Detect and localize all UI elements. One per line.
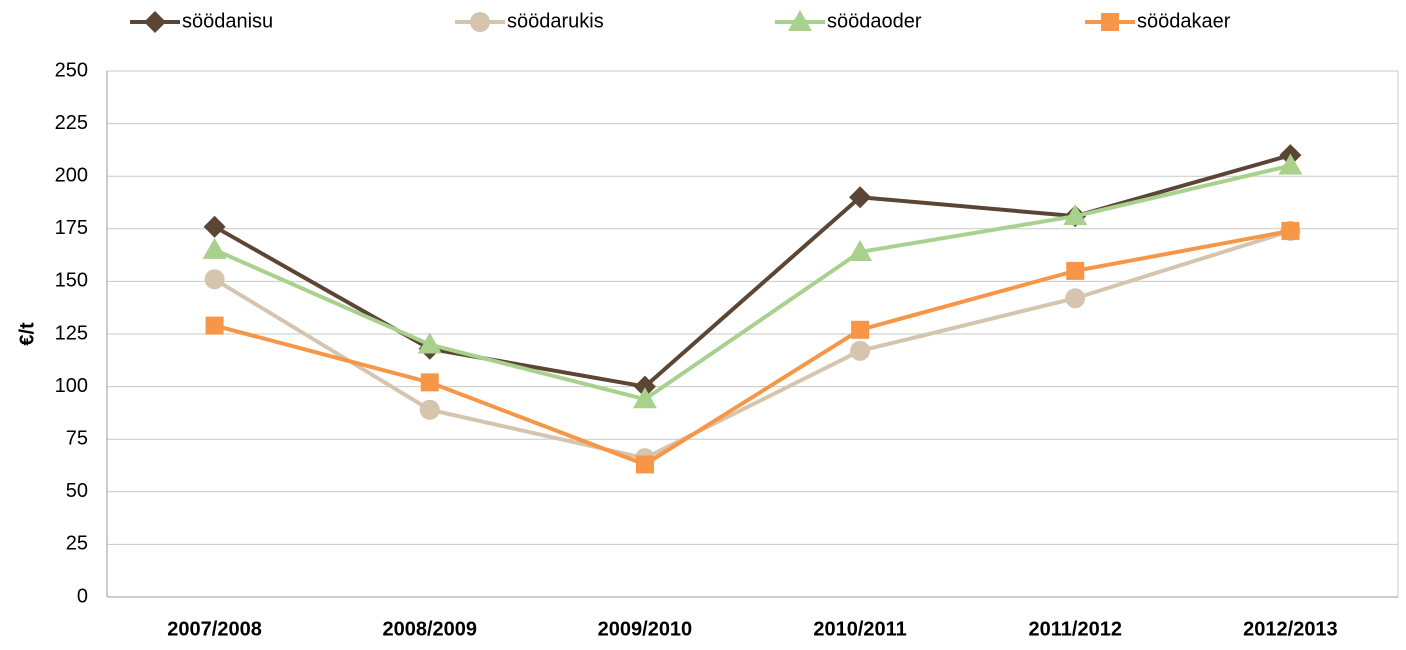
series-line: [213, 153, 1291, 389]
data-point: [848, 239, 873, 261]
data-point: [417, 332, 442, 354]
x-tick-label: 2008/2009: [382, 618, 477, 640]
y-tick-label: 250: [55, 59, 88, 81]
series-line: [213, 228, 1292, 461]
x-tick-label: 2009/2010: [598, 618, 693, 640]
legend-label: söödakaer: [1137, 10, 1231, 32]
data-point: [633, 375, 656, 398]
x-tick-label: 2007/2008: [167, 618, 262, 640]
data-point: [1063, 204, 1088, 226]
x-tick-label: 2010/2011: [813, 618, 906, 640]
y-tick-label: 225: [55, 112, 88, 134]
data-point: [851, 320, 870, 339]
data-point: [205, 316, 224, 335]
legend-marker: [788, 10, 812, 31]
y-tick-label: 200: [55, 164, 88, 186]
data-point: [203, 215, 226, 238]
y-tick-label: 125: [55, 322, 88, 344]
data-point: [849, 186, 872, 209]
x-tick-label: 2011/2012: [1029, 618, 1122, 640]
data-point: [1278, 153, 1303, 175]
legend-marker: [144, 11, 166, 33]
data-point: [202, 237, 227, 259]
x-tick-label: 2012/2013: [1243, 618, 1338, 640]
legend-label: söödarukis: [507, 10, 604, 32]
y-tick-label: 0: [77, 585, 88, 607]
y-tick-label: 25: [66, 533, 88, 555]
legend-label: söödanisu: [182, 10, 273, 32]
series-line: [213, 163, 1291, 402]
data-point: [1065, 288, 1086, 309]
y-tick-label: 150: [55, 270, 88, 292]
data-point: [1066, 261, 1085, 280]
legend-marker: [1101, 13, 1119, 31]
y-tick-label: 75: [66, 427, 88, 449]
data-point: [419, 399, 440, 420]
data-point: [204, 269, 225, 290]
data-point: [420, 373, 439, 392]
data-point: [635, 455, 654, 474]
data-point: [850, 340, 871, 361]
y-axis-label: €/t: [16, 322, 38, 346]
data-point: [1281, 221, 1300, 240]
series-line: [214, 228, 1291, 467]
y-tick-label: 175: [55, 217, 88, 239]
y-tick-label: 100: [55, 375, 88, 397]
y-tick-label: 50: [66, 480, 88, 502]
legend-marker: [470, 12, 490, 32]
legend-label: söödaoder: [827, 10, 922, 32]
data-point: [632, 387, 657, 409]
